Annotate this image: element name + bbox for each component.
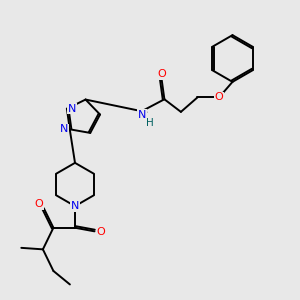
Text: N: N xyxy=(68,104,76,114)
Text: O: O xyxy=(34,199,43,209)
Text: N: N xyxy=(60,124,68,134)
Text: N: N xyxy=(137,110,146,120)
Text: O: O xyxy=(157,69,166,79)
Text: O: O xyxy=(97,227,106,237)
Text: O: O xyxy=(214,92,224,103)
Text: H: H xyxy=(146,118,153,128)
Text: N: N xyxy=(71,201,79,211)
